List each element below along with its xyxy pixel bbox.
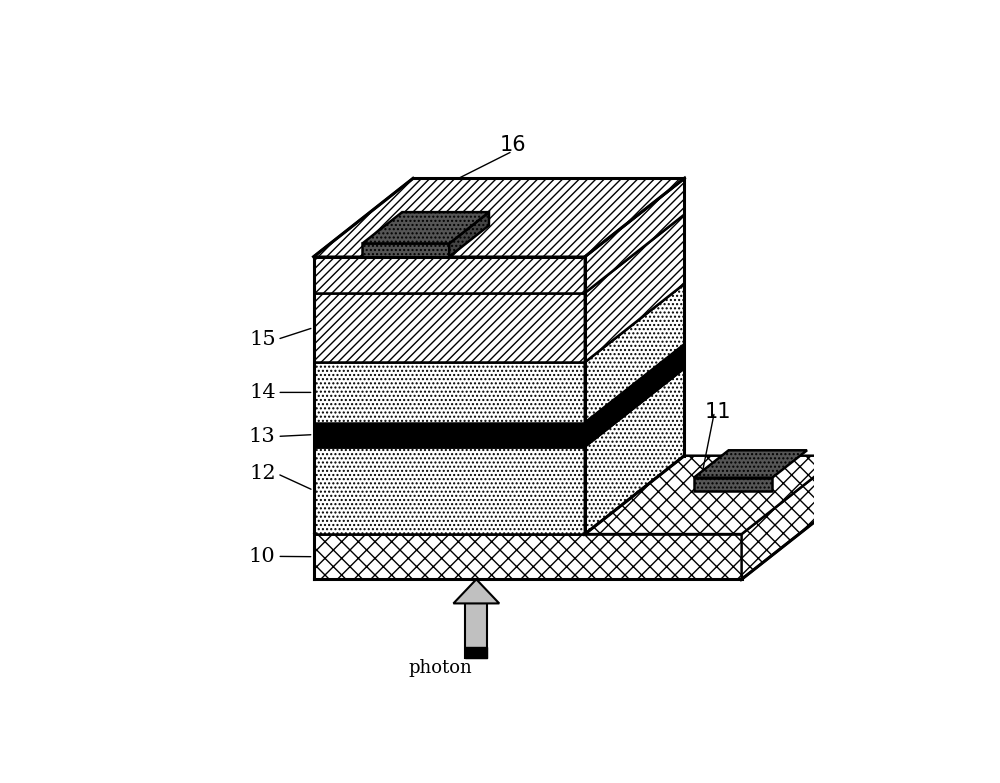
Polygon shape: [314, 363, 585, 423]
Polygon shape: [314, 257, 585, 293]
Polygon shape: [314, 456, 841, 534]
Text: 16: 16: [499, 135, 526, 155]
Polygon shape: [465, 604, 487, 658]
Polygon shape: [694, 450, 807, 478]
Polygon shape: [465, 647, 487, 658]
Polygon shape: [585, 345, 684, 446]
Text: 14: 14: [249, 383, 276, 402]
Polygon shape: [585, 284, 684, 423]
Polygon shape: [585, 368, 684, 534]
Polygon shape: [314, 446, 585, 534]
Polygon shape: [314, 423, 585, 446]
Polygon shape: [362, 212, 489, 244]
Polygon shape: [449, 212, 489, 257]
Text: 10: 10: [249, 547, 276, 566]
Polygon shape: [362, 244, 449, 257]
Polygon shape: [742, 456, 841, 579]
Polygon shape: [314, 534, 742, 579]
Polygon shape: [453, 579, 499, 604]
Text: 11: 11: [704, 402, 731, 422]
Text: 15: 15: [249, 330, 276, 349]
Polygon shape: [585, 215, 684, 363]
Polygon shape: [314, 179, 684, 257]
Polygon shape: [585, 179, 684, 293]
Text: photon: photon: [408, 659, 472, 677]
Polygon shape: [694, 478, 772, 491]
Text: 13: 13: [249, 427, 276, 446]
Polygon shape: [314, 293, 585, 363]
Text: 12: 12: [249, 464, 276, 483]
